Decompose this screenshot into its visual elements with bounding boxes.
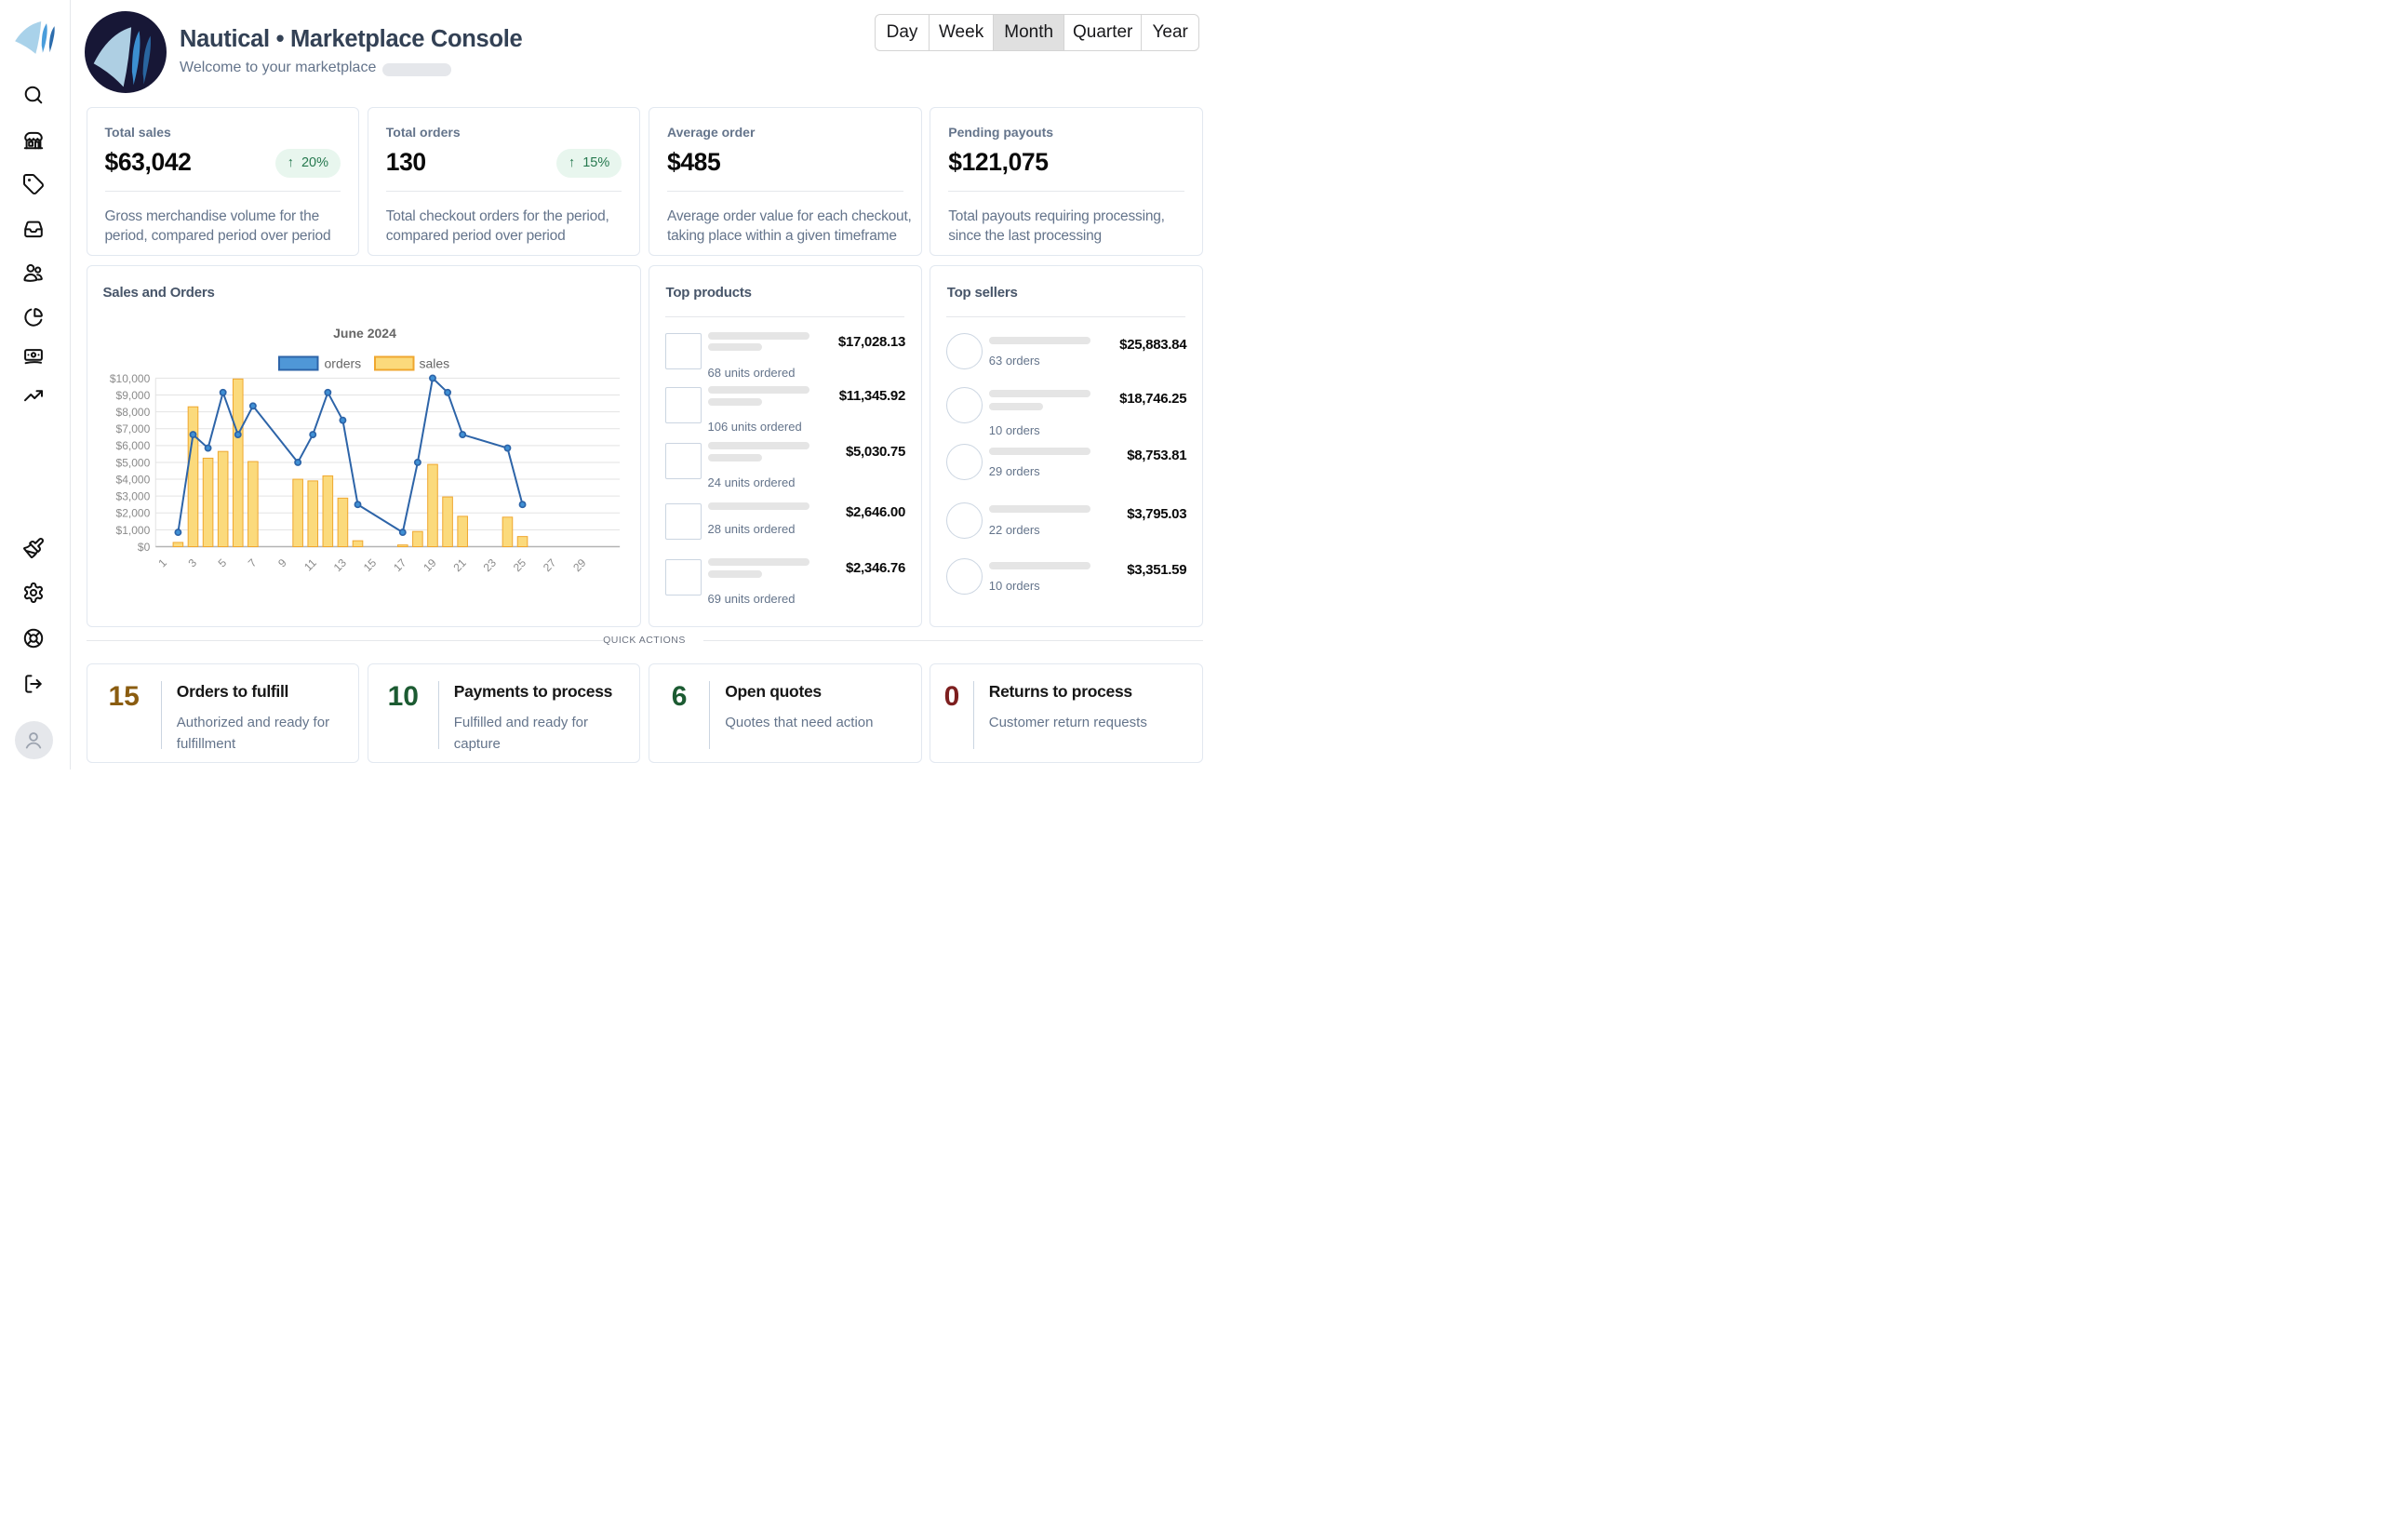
- svg-text:21: 21: [450, 555, 469, 574]
- svg-text:13: 13: [330, 555, 349, 574]
- svg-text:$9,000: $9,000: [115, 389, 150, 402]
- svg-text:$3,000: $3,000: [115, 490, 150, 503]
- svg-text:5: 5: [215, 556, 229, 570]
- svg-text:17: 17: [391, 555, 409, 574]
- svg-text:9: 9: [275, 556, 289, 570]
- svg-text:$1,000: $1,000: [115, 524, 150, 537]
- svg-text:15: 15: [360, 555, 379, 574]
- svg-text:sales: sales: [419, 356, 449, 371]
- svg-text:$4,000: $4,000: [115, 473, 150, 486]
- svg-text:1: 1: [155, 556, 169, 570]
- svg-text:$2,000: $2,000: [115, 507, 150, 520]
- svg-text:June 2024: June 2024: [333, 326, 396, 341]
- svg-text:19: 19: [421, 555, 439, 574]
- svg-text:3: 3: [185, 556, 199, 570]
- svg-text:orders: orders: [324, 356, 361, 371]
- svg-text:$5,000: $5,000: [115, 456, 150, 469]
- svg-text:7: 7: [245, 556, 259, 570]
- svg-text:$0: $0: [137, 541, 150, 554]
- svg-text:$10,000: $10,000: [109, 372, 150, 385]
- svg-text:27: 27: [541, 555, 559, 574]
- svg-text:$7,000: $7,000: [115, 422, 150, 435]
- svg-text:25: 25: [510, 555, 528, 574]
- svg-text:29: 29: [570, 555, 589, 574]
- svg-text:$8,000: $8,000: [115, 406, 150, 419]
- svg-text:11: 11: [301, 555, 319, 573]
- svg-text:$6,000: $6,000: [115, 439, 150, 452]
- svg-text:23: 23: [480, 555, 499, 574]
